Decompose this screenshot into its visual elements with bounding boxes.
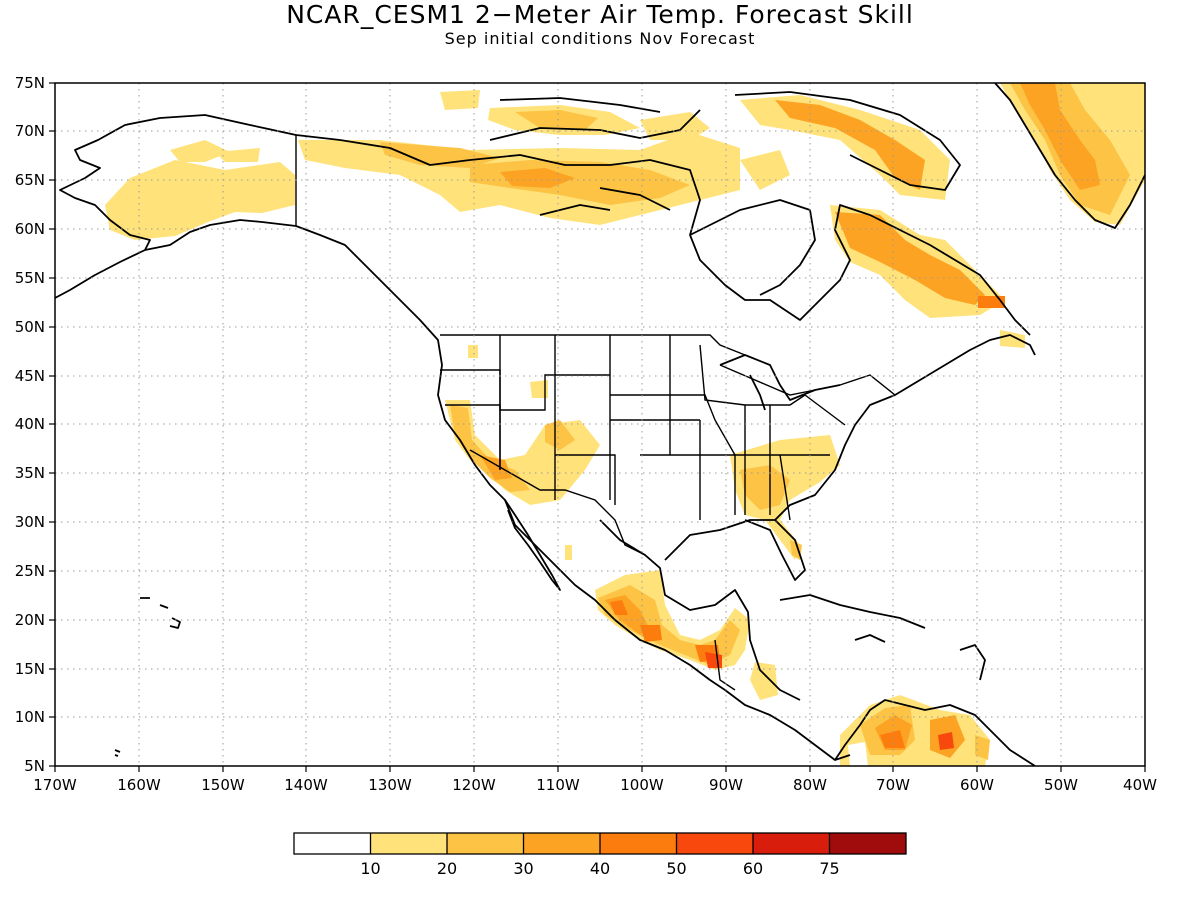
- lon-label: 110W: [536, 776, 580, 794]
- lat-labels: 75N 70N 65N 60N 55N 50N 45N 40N 35N 30N …: [15, 74, 45, 775]
- lat-label: 70N: [15, 122, 45, 140]
- colorbar-swatch: [294, 833, 371, 854]
- colorbar-swatch: [676, 833, 753, 854]
- lat-label: 65N: [15, 171, 45, 189]
- colorbar-swatch: [600, 833, 677, 854]
- political-borders: [295, 135, 896, 691]
- colorbar-label: 50: [666, 859, 686, 878]
- lat-label: 30N: [15, 513, 45, 531]
- colorbar-label: 20: [437, 859, 457, 878]
- lat-label: 50N: [15, 318, 45, 336]
- lon-label: 120W: [452, 776, 496, 794]
- colorbar: 10 20 30 40 50 60 75: [293, 832, 907, 878]
- colorbar-label: 10: [360, 859, 380, 878]
- lat-label: 5N: [24, 757, 45, 775]
- axis-ticks: [49, 82, 1146, 772]
- colorbar-swatch: [829, 833, 906, 854]
- map-subtitle: Sep initial conditions Nov Forecast: [444, 29, 756, 48]
- lon-label: 160W: [117, 776, 161, 794]
- lon-label: 50W: [1044, 776, 1078, 794]
- colorbar-label: 30: [513, 859, 533, 878]
- lat-label: 55N: [15, 269, 45, 287]
- colorbar-label: 40: [590, 859, 610, 878]
- lon-label: 70W: [876, 776, 910, 794]
- colorbar-label: 75: [819, 859, 839, 878]
- colorbar-swatch: [523, 833, 600, 854]
- lon-label: 170W: [33, 776, 77, 794]
- lon-label: 90W: [709, 776, 743, 794]
- lat-label: 15N: [15, 660, 45, 678]
- lat-label: 35N: [15, 464, 45, 482]
- lon-label: 150W: [201, 776, 245, 794]
- lon-label: 40W: [1123, 776, 1157, 794]
- lat-label: 75N: [15, 74, 45, 92]
- lat-label: 40N: [15, 415, 45, 433]
- lat-label: 20N: [15, 611, 45, 629]
- lon-label: 60W: [960, 776, 994, 794]
- lat-label: 25N: [15, 562, 45, 580]
- colorbar-swatch: [447, 833, 524, 854]
- lon-label: 100W: [620, 776, 664, 794]
- map-title: NCAR_CESM1 2−Meter Air Temp. Forecast Sk…: [286, 0, 914, 29]
- lon-label: 140W: [284, 776, 328, 794]
- lat-label: 45N: [15, 367, 45, 385]
- lon-label: 80W: [793, 776, 827, 794]
- colorbar-label: 60: [743, 859, 763, 878]
- lat-label: 10N: [15, 708, 45, 726]
- lon-labels: 170W 160W 150W 140W 130W 120W 110W 100W …: [33, 776, 1157, 794]
- colorbar-swatch: [753, 833, 830, 854]
- colorbar-swatch: [370, 833, 447, 854]
- lon-label: 130W: [368, 776, 412, 794]
- lat-label: 60N: [15, 220, 45, 238]
